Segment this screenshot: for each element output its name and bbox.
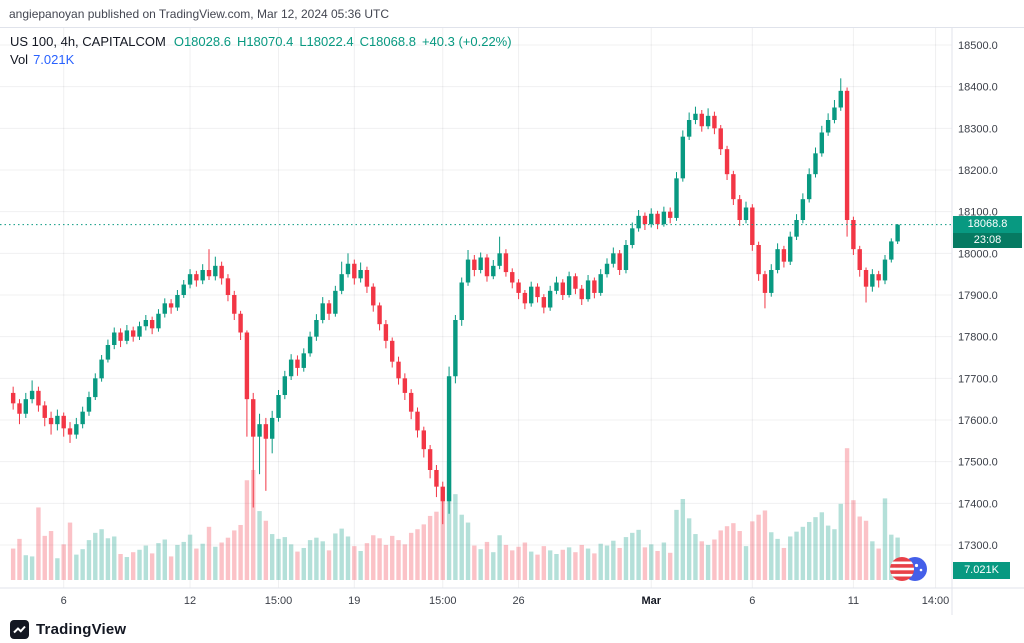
- symbol-title[interactable]: US 100, 4h, CAPITALCOM: [10, 34, 166, 49]
- svg-text:17800.0: 17800.0: [958, 332, 998, 344]
- volume-axis-badge: 7.021K: [953, 562, 1010, 579]
- svg-text:15:00: 15:00: [265, 595, 293, 607]
- svg-text:17700.0: 17700.0: [958, 373, 998, 385]
- ohlc-change: +40.3 (+0.22%): [421, 34, 512, 49]
- ohlc-high: H18070.4: [236, 34, 294, 49]
- legend: US 100, 4h, CAPITALCOM O18028.6 H18070.4 L1…: [10, 33, 518, 68]
- svg-text:15:00: 15:00: [429, 595, 457, 607]
- current-price-badge: 18068.8: [953, 215, 1022, 233]
- legend-row-volume: Vol 7.021K: [10, 51, 518, 68]
- svg-text:14:00: 14:00: [922, 595, 950, 607]
- svg-text:11: 11: [848, 595, 859, 607]
- time-scale[interactable]: [0, 588, 1024, 615]
- volume-label: Vol: [10, 52, 29, 67]
- attribution-text: angiepanoyan published on TradingView.co…: [9, 6, 390, 21]
- chart-region: 18500.0 18400.0 18300.0 18200.0 18100.0 18000…: [0, 28, 1024, 615]
- svg-text:18200.0: 18200.0: [958, 165, 998, 177]
- svg-text:17600.0: 17600.0: [958, 415, 998, 427]
- svg-text:6: 6: [61, 595, 67, 607]
- svg-text:18000.0: 18000.0: [958, 248, 998, 260]
- ohlc-close: C18068.8: [359, 34, 416, 49]
- svg-text:18500.0: 18500.0: [958, 40, 998, 52]
- candlestick-chart[interactable]: 18500.018400.018300.018200.018100.018000…: [0, 28, 1024, 615]
- svg-text:17900.0: 17900.0: [958, 290, 998, 302]
- volume-value: 7.021K: [33, 52, 75, 67]
- svg-text:Mar: Mar: [641, 595, 661, 607]
- attribution-bar: angiepanoyan published on TradingView.co…: [0, 0, 1024, 28]
- footer: TradingView: [0, 615, 1024, 643]
- svg-text:18300.0: 18300.0: [958, 123, 998, 135]
- legend-row-main: US 100, 4h, CAPITALCOM O18028.6 H18070.4 L1…: [10, 33, 518, 50]
- svg-text:17300.0: 17300.0: [958, 540, 998, 552]
- svg-text:19: 19: [348, 595, 360, 607]
- svg-text:17400.0: 17400.0: [958, 498, 998, 510]
- svg-text:17500.0: 17500.0: [958, 457, 998, 469]
- tradingview-logo-icon[interactable]: [10, 619, 29, 639]
- ohlc-low: L18022.4: [299, 34, 354, 49]
- svg-text:18400.0: 18400.0: [958, 82, 998, 94]
- ohlc-open: O18028.6: [173, 34, 231, 49]
- svg-text:26: 26: [512, 595, 524, 607]
- svg-text:12: 12: [184, 595, 196, 607]
- brand-name[interactable]: TradingView: [36, 620, 127, 638]
- price-scale[interactable]: [952, 28, 1024, 588]
- bar-countdown-badge: 23:08: [953, 232, 1022, 248]
- svg-text:6: 6: [749, 595, 755, 607]
- publisher-watermark-icon: [888, 554, 930, 584]
